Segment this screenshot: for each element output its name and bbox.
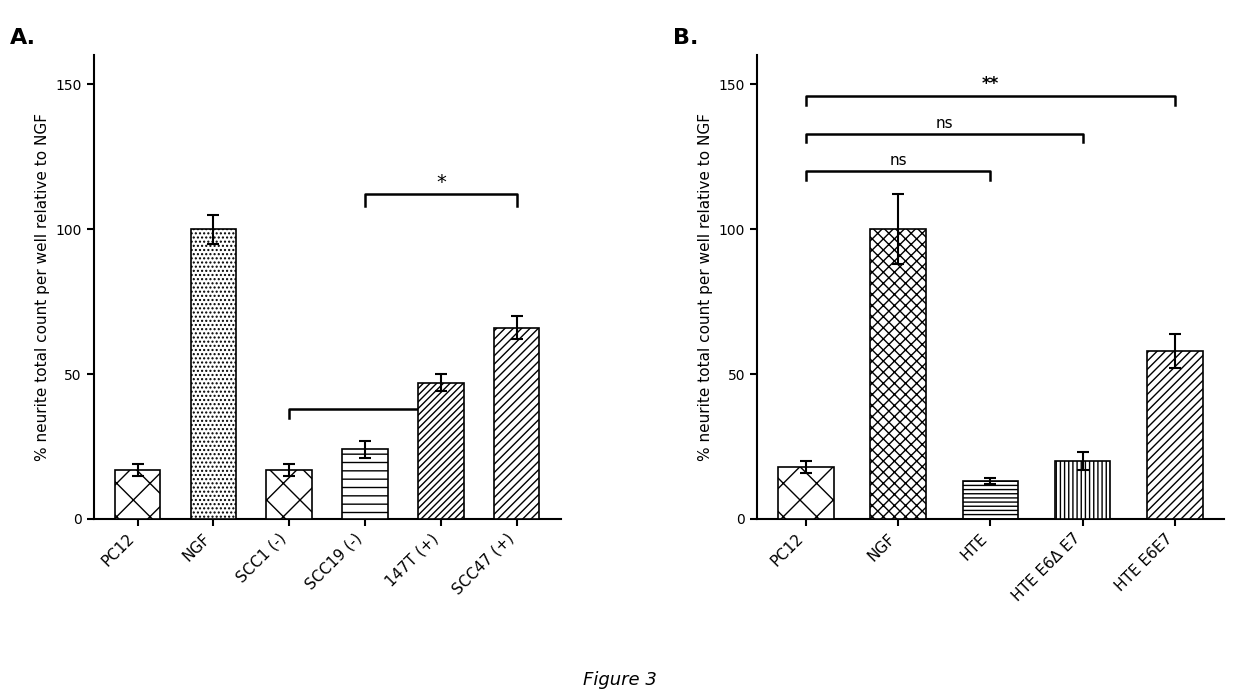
Bar (418, 383, 463, 519)
Text: ns: ns (935, 116, 953, 131)
Bar (191, 229, 237, 519)
Bar (1056, 461, 1110, 519)
Y-axis label: % neurite total count per well relative to NGF: % neurite total count per well relative … (698, 113, 714, 461)
Text: B.: B. (673, 28, 698, 48)
Bar (266, 470, 312, 519)
Y-axis label: % neurite total count per well relative to NGF: % neurite total count per well relative … (35, 113, 50, 461)
Bar (778, 467, 834, 519)
Bar (342, 450, 388, 519)
Bar (115, 470, 160, 519)
Bar (494, 328, 539, 519)
Text: Figure 3: Figure 3 (582, 671, 657, 689)
Text: **: ** (981, 75, 999, 93)
Text: *: * (436, 172, 446, 192)
Bar (871, 229, 926, 519)
Bar (963, 482, 1018, 519)
Bar (1147, 351, 1203, 519)
Text: A.: A. (10, 28, 36, 48)
Text: ns: ns (890, 154, 907, 168)
